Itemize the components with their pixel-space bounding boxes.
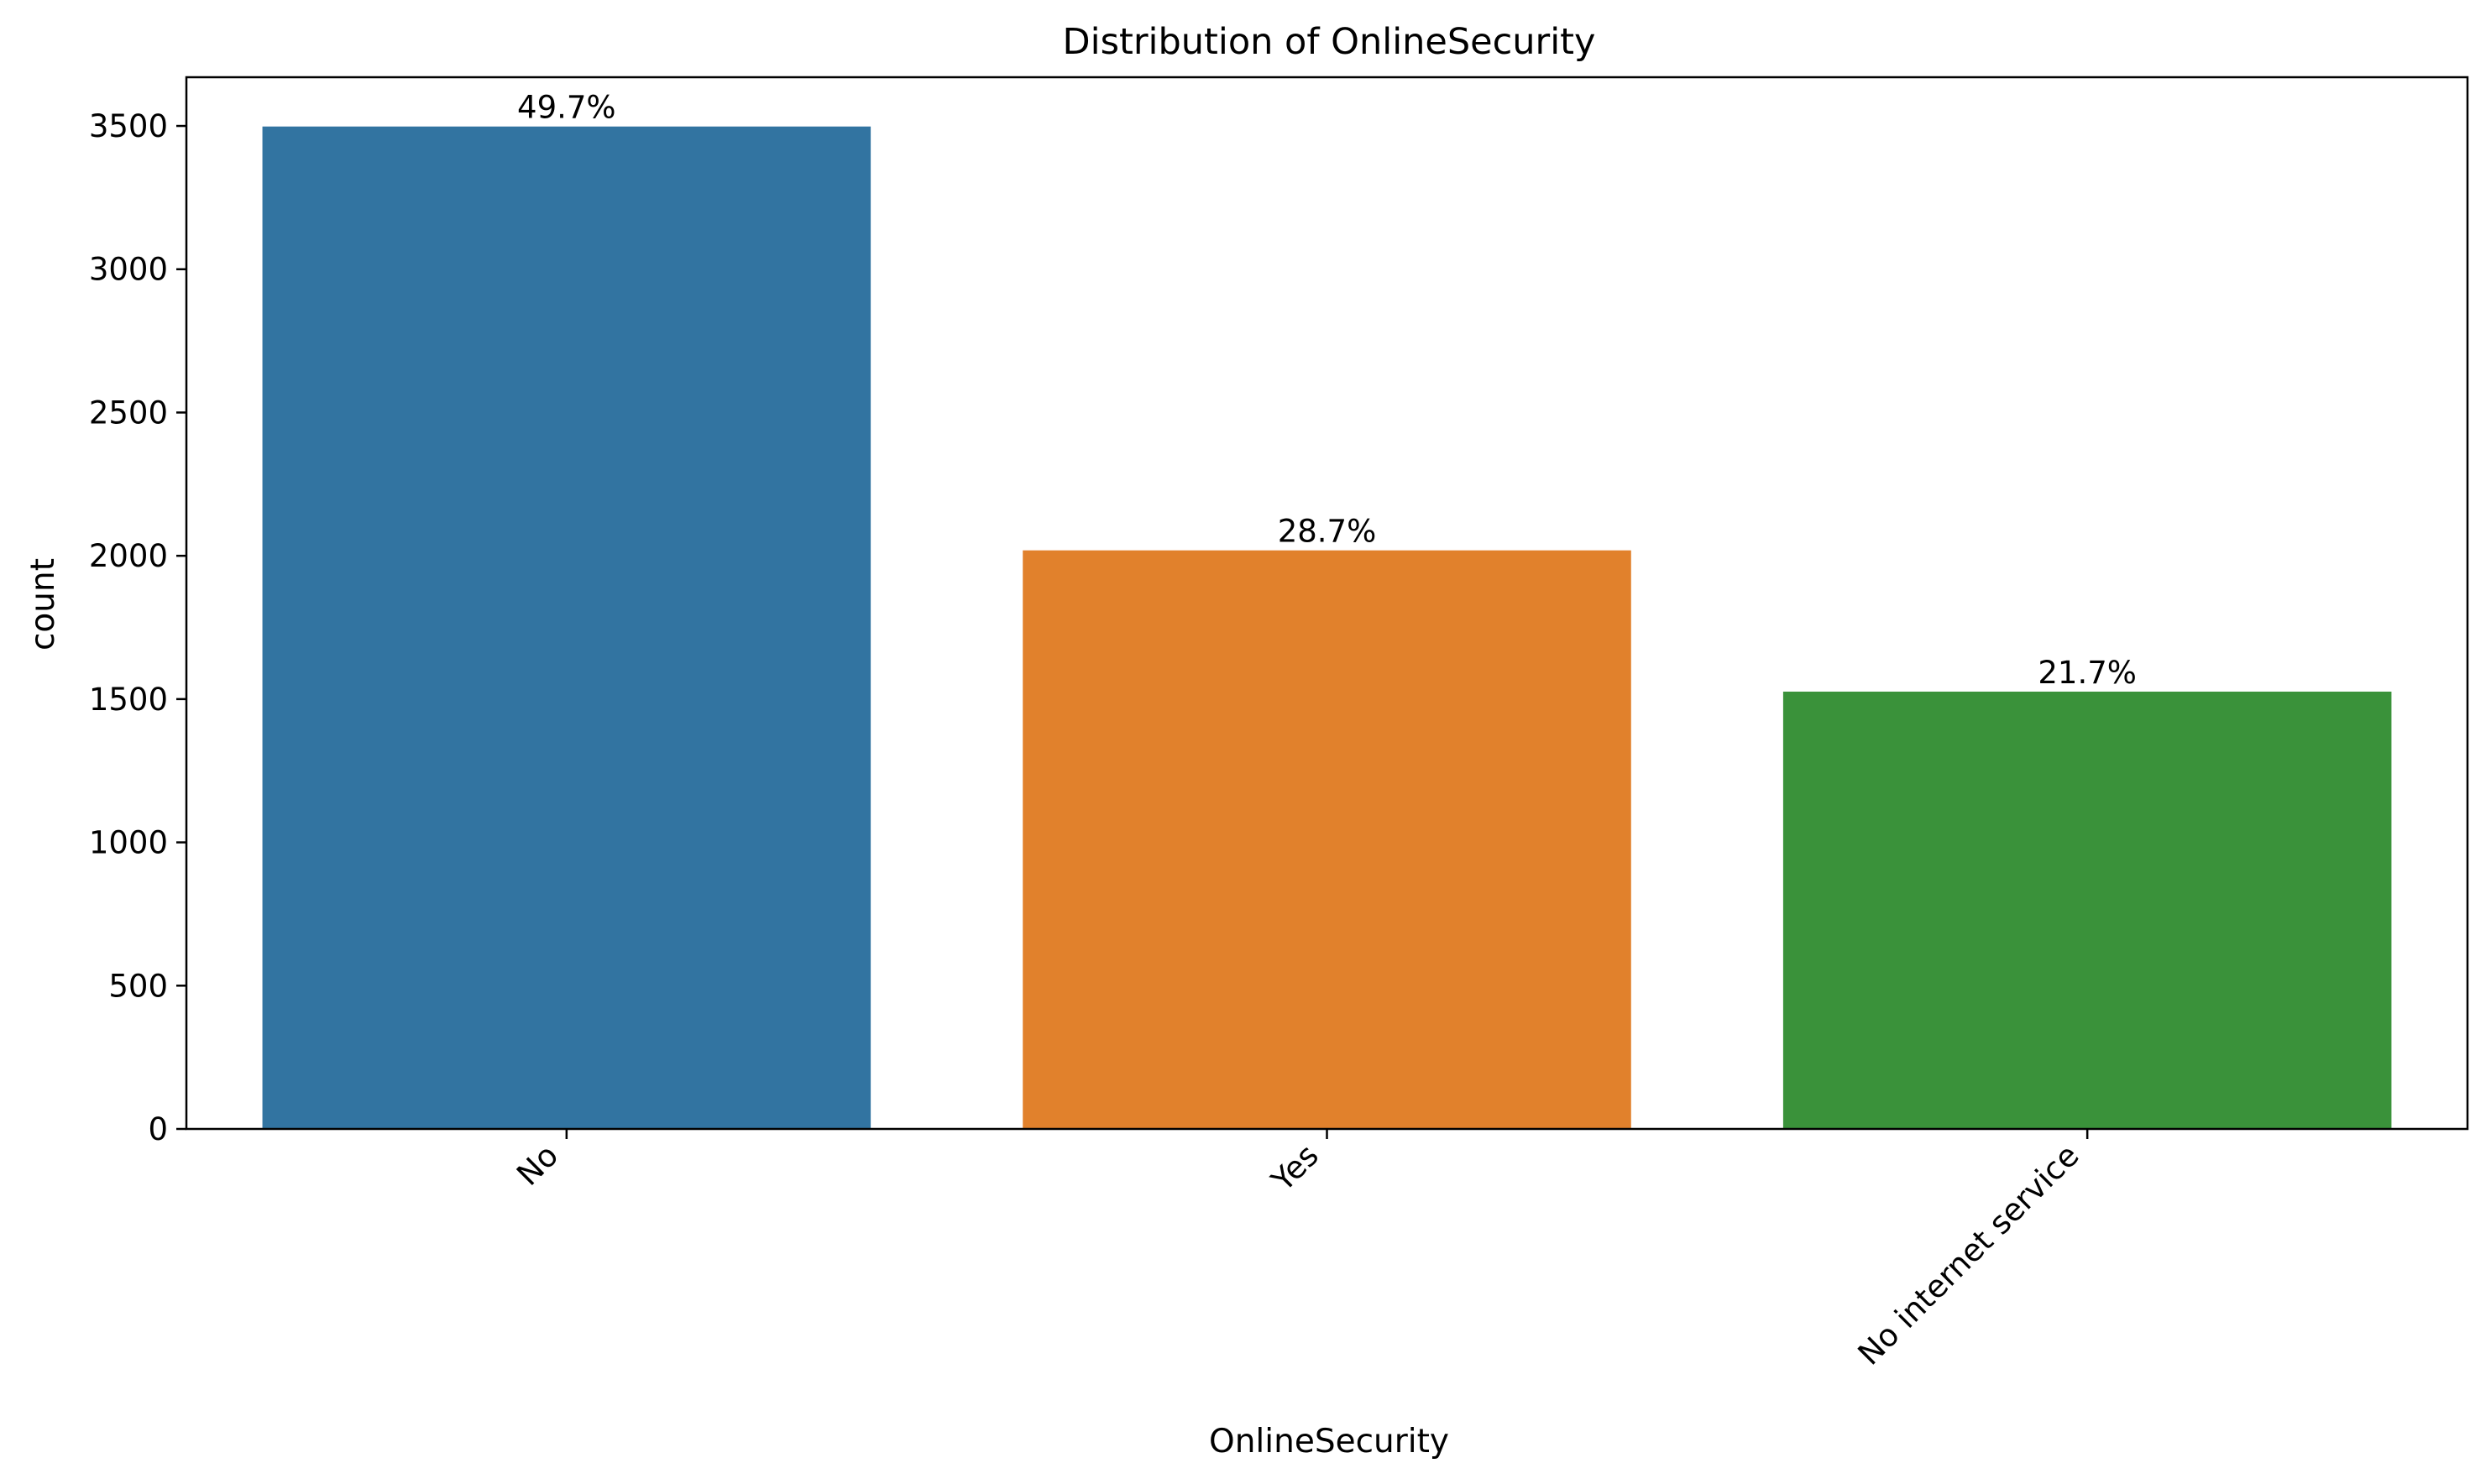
bar-value-label: 49.7% (517, 90, 616, 126)
x-axis-label: OnlineSecurity (1209, 1423, 1449, 1460)
y-tick-label: 2000 (89, 538, 168, 574)
y-tick-label: 500 (108, 968, 168, 1004)
plot-frame (185, 76, 2469, 1131)
y-tick-label: 0 (148, 1111, 168, 1147)
bars-layer (262, 126, 2392, 1129)
bar-no-internet-service (1782, 691, 2392, 1129)
bar-yes (1023, 550, 1631, 1129)
y-tick-label: 3000 (89, 252, 168, 288)
bar-value-label: 21.7% (2038, 655, 2137, 691)
y-axis-ticks: 0 500 1000 1500 2000 2500 3000 3500 (89, 108, 186, 1147)
bar-no (262, 126, 871, 1129)
y-tick-label: 2500 (89, 395, 168, 431)
chart-title: Distribution of OnlineSecurity (1063, 21, 1596, 63)
bar-value-label: 28.7% (1278, 514, 1377, 550)
y-tick-label: 1000 (89, 825, 168, 861)
bar-labels-layer: 49.7% 28.7% 21.7% (517, 90, 2137, 691)
y-axis-label: count (24, 558, 62, 651)
y-tick-label: 3500 (89, 108, 168, 144)
y-tick-label: 1500 (89, 682, 168, 718)
